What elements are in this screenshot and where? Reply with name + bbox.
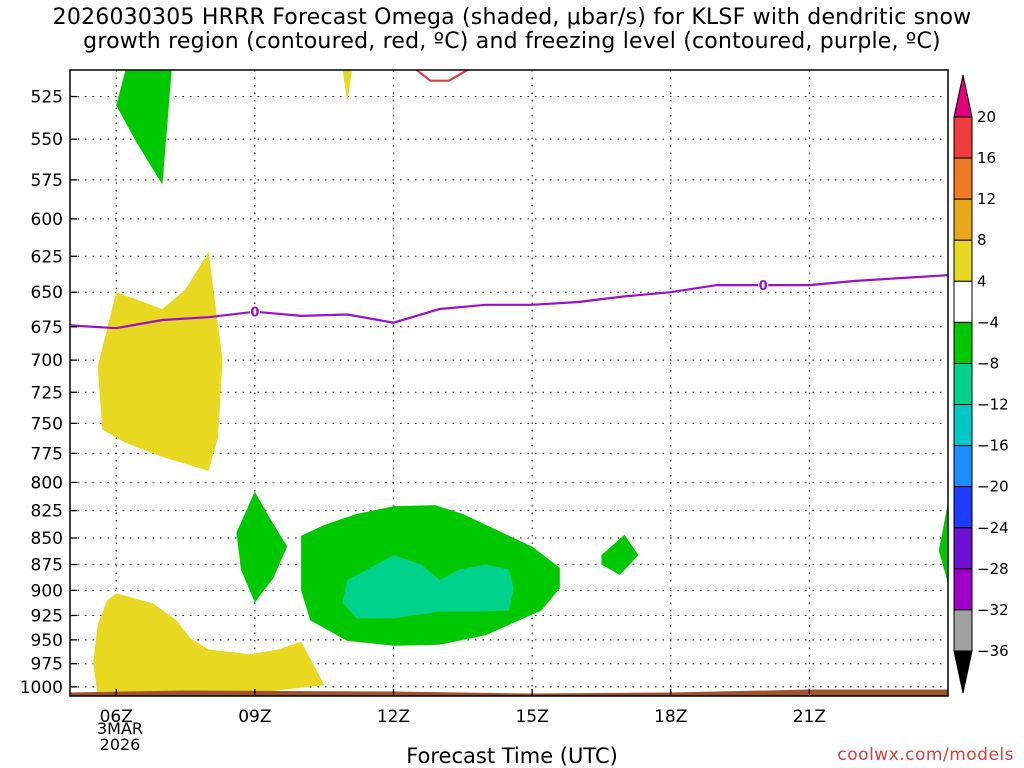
x-tick-label: 12Z	[377, 707, 410, 727]
colorbar-swatch	[953, 486, 973, 529]
date-label-year: 2026	[99, 735, 141, 754]
ground	[70, 689, 948, 696]
y-tick-label: 550	[31, 130, 63, 150]
y-tick-label: 950	[31, 631, 63, 651]
colorbar-label: −8	[977, 354, 999, 372]
colorbar-swatch	[953, 609, 973, 652]
y-tick-label: 675	[31, 318, 63, 338]
y-tick-label: 1000	[20, 678, 63, 698]
omega-region	[342, 70, 352, 102]
plot-frame	[69, 69, 949, 697]
colorbar-label: 8	[977, 231, 987, 249]
y-tick-label: 700	[31, 351, 63, 371]
x-axis: 06Z 09Z 12Z 15Z 18Z 21Z	[100, 689, 826, 727]
omega-region	[116, 70, 172, 185]
colorbar-swatch	[953, 198, 973, 241]
x-tick-label: 15Z	[515, 707, 548, 727]
omega-region	[342, 555, 514, 619]
contour-lines	[70, 70, 948, 330]
x-tick-label: 09Z	[238, 707, 271, 727]
colorbar-label: 16	[977, 149, 996, 167]
y-tick-label: 600	[31, 210, 63, 230]
colorbar-swatch	[953, 445, 973, 488]
colorbar-min-triangle	[953, 650, 973, 694]
y-axis: 525 550 575 600 625 650 675 700 725 750 775 800 825 8…	[20, 88, 77, 698]
date-label: 3MAR 2026	[90, 721, 150, 753]
colorbar-swatch	[953, 116, 973, 159]
y-tick-label: 975	[31, 655, 63, 675]
colorbar-label: 20	[977, 108, 996, 126]
colorbar-swatch	[953, 280, 973, 323]
credit-link[interactable]: coolwx.com/models	[837, 745, 1014, 765]
colorbar-label: −32	[977, 601, 1009, 619]
y-tick-label: 625	[31, 247, 63, 267]
y-tick-label: 525	[31, 88, 63, 108]
colorbar-label: −20	[977, 478, 1009, 496]
y-tick-label: 725	[31, 383, 63, 403]
y-tick-label: 850	[31, 529, 63, 549]
omega-region	[93, 593, 325, 696]
contour-line	[414, 70, 468, 82]
chart-title: 2026030305 HRRR Forecast Omega (shaded, …	[0, 6, 1024, 54]
contour-labels: 00	[249, 278, 769, 321]
omega-region	[97, 251, 223, 471]
x-axis-title: Forecast Time (UTC)	[406, 744, 618, 768]
colorbar-swatch	[953, 157, 973, 200]
colorbar-label: −24	[977, 519, 1009, 537]
colorbar-swatch	[953, 527, 973, 570]
x-tick-label: 18Z	[654, 707, 687, 727]
y-tick-label: 650	[31, 283, 63, 303]
colorbar-label: 12	[977, 190, 996, 208]
contour-line	[70, 274, 948, 330]
date-label-day: 3MAR	[96, 719, 144, 738]
colorbar-label: −16	[977, 437, 1009, 455]
contour-label-bg	[249, 304, 260, 319]
colorbar-swatch	[953, 362, 973, 406]
y-tick-label: 800	[31, 473, 63, 493]
y-tick-label: 575	[31, 171, 63, 191]
chart-title-line-2: growth region (contoured, red, ºC) and f…	[83, 29, 941, 54]
omega-region	[938, 502, 948, 584]
contour-label-bg	[758, 278, 769, 293]
y-tick-label: 750	[31, 414, 63, 434]
contour-label: 0	[250, 306, 259, 321]
y-tick-label: 775	[31, 444, 63, 464]
ground-strip	[70, 689, 948, 696]
omega-region	[601, 534, 639, 575]
omega-shading	[93, 70, 948, 696]
y-tick-label: 900	[31, 581, 63, 601]
colorbar-label: 4	[977, 272, 987, 290]
colorbar-label: −28	[977, 560, 1009, 578]
colorbar-label: −12	[977, 396, 1009, 414]
contour-label: 0	[759, 279, 768, 294]
colorbar-label: −4	[977, 313, 999, 331]
colorbar-swatch	[953, 239, 973, 282]
colorbar-swatch	[953, 404, 973, 447]
colorbar-swatch	[953, 321, 973, 364]
y-tick-label: 825	[31, 502, 63, 522]
y-tick-label: 875	[31, 556, 63, 576]
omega-region	[236, 491, 288, 603]
colorbar-label: −36	[977, 642, 1009, 660]
x-tick-label: 06Z	[100, 707, 133, 727]
chart-title-line-1: 2026030305 HRRR Forecast Omega (shaded, …	[52, 5, 972, 30]
colorbar-swatch	[953, 568, 973, 611]
colorbar-max-triangle	[953, 74, 973, 118]
x-tick-label: 21Z	[793, 707, 826, 727]
y-tick-label: 925	[31, 606, 63, 626]
colorbar: 20 16 12 8 4 −4 −8 −12 −16 −20 −24 −28 −32 −36	[953, 74, 1009, 694]
